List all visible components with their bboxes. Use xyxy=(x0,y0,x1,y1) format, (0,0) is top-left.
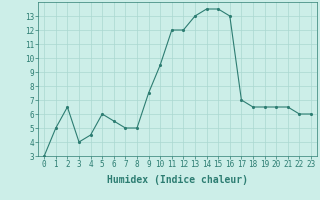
X-axis label: Humidex (Indice chaleur): Humidex (Indice chaleur) xyxy=(107,175,248,185)
